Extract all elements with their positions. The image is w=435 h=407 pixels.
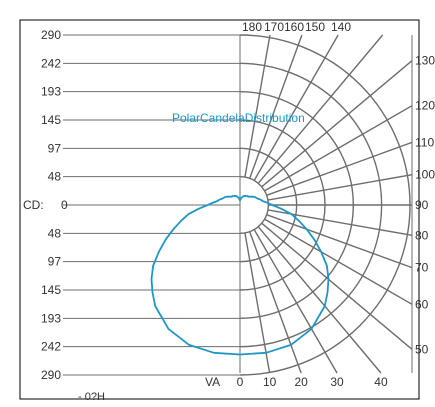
cd-tick-label: 145 [41, 283, 61, 297]
angle-label-right: 60 [415, 297, 429, 311]
grid-spoke [264, 218, 413, 305]
grid-spoke [249, 34, 303, 179]
angle-label-top: 160 [284, 20, 304, 34]
grid-spoke [244, 232, 271, 374]
cd-tick-label: 193 [41, 311, 61, 325]
grid-spoke [266, 214, 413, 269]
angle-label-top: 180 [242, 20, 262, 34]
cd-tick-label: 193 [41, 85, 61, 99]
cd-tick-label: 290 [41, 368, 61, 382]
grid-spoke [266, 141, 413, 196]
grid-spoke [249, 231, 302, 374]
grid-spoke [257, 34, 384, 184]
angle-label-right: 110 [415, 135, 434, 149]
grid-spoke [253, 34, 339, 181]
cd-tick-label: 242 [41, 56, 61, 70]
grid-spoke [261, 222, 413, 350]
distribution-curve-layer [150, 195, 330, 356]
legend-text: - 0?H [78, 391, 105, 403]
grid-ring [239, 175, 269, 235]
va-axis-label: VA [205, 375, 220, 389]
cd-tick-label: 48 [48, 226, 62, 240]
tick-labels: 290 242 193 145 97 48 48 97 145 193 242 290 180 170 16… [41, 20, 435, 389]
grid-spoke [253, 229, 338, 374]
angle-label-right: 120 [415, 99, 435, 113]
polar-grid [63, 34, 413, 376]
cd-tick-label: 242 [41, 340, 61, 354]
cd-axis-label: CD: [23, 198, 44, 212]
angle-label-top: 140 [331, 20, 351, 34]
angle-label-right: 130 [415, 54, 435, 68]
cd-tick-label: 97 [48, 255, 62, 269]
grid-spoke [267, 173, 413, 201]
grid-spoke [244, 34, 271, 178]
angle-label-bottom: 30 [330, 375, 344, 389]
grid-spoke [261, 60, 413, 188]
angle-label-right: 80 [415, 228, 429, 242]
distribution-curve [150, 195, 330, 356]
grid-spoke [257, 226, 382, 374]
angle-label-top: 150 [305, 20, 325, 34]
chart-title: PolarCandelaDistribution [172, 111, 305, 125]
grid-spoke [264, 105, 413, 192]
angle-label-bottom: 0 [237, 375, 244, 389]
angle-label-right: 100 [415, 168, 435, 182]
chart-frame [19, 19, 420, 400]
angle-label-right: 50 [415, 342, 429, 356]
cd-zero-label: 0 [61, 198, 68, 212]
angle-label-right: 70 [415, 261, 429, 275]
angle-label-bottom: 20 [294, 375, 308, 389]
cd-tick-label: 48 [48, 170, 62, 184]
cd-tick-label: 145 [41, 113, 61, 127]
cd-tick-label: 97 [48, 141, 62, 155]
angle-label-bottom: 10 [263, 375, 277, 389]
angle-label-bottom: 40 [374, 375, 388, 389]
cd-tick-label: 290 [41, 28, 61, 42]
angle-label-top: 170 [264, 20, 284, 34]
angle-label-right: 90 [415, 198, 429, 212]
